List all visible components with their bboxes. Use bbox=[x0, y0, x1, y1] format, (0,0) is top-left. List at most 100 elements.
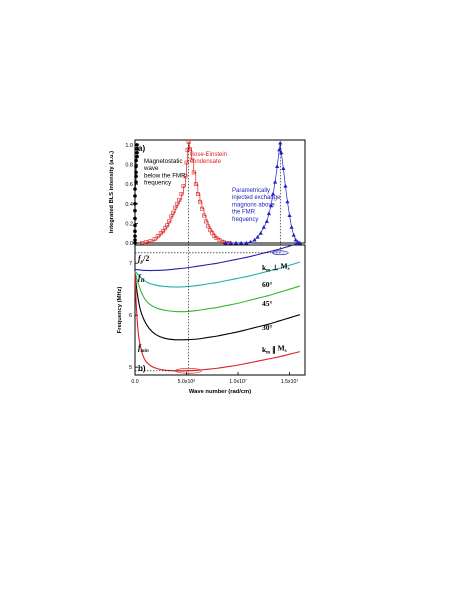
series-magnetostatic-point bbox=[135, 147, 139, 151]
panel-b-label: b) bbox=[138, 364, 146, 373]
annotation-magnetostatic-line: wave bbox=[143, 165, 159, 172]
series-condensate-point bbox=[171, 210, 176, 215]
series-condensate-point bbox=[184, 160, 189, 165]
series-magnetostatic-point bbox=[133, 238, 137, 242]
panel-a-label: a) bbox=[138, 144, 145, 153]
panel-b: b) Frequency (MHz) Wave number (rad/cm) … bbox=[117, 242, 306, 395]
curve-label-30deg: 30° bbox=[262, 323, 273, 332]
series-magnetostatic-point bbox=[133, 201, 137, 206]
series-magnetostatic-point bbox=[133, 216, 137, 221]
series-parametric-point bbox=[266, 211, 272, 216]
series-parametric-point bbox=[281, 166, 286, 170]
series-condensate-point bbox=[165, 223, 169, 228]
panel-b-xtick-label: 0.0 bbox=[131, 379, 138, 385]
series-magnetostatic-point bbox=[134, 158, 138, 163]
annotation-parametric-line: injected exchange bbox=[232, 195, 281, 201]
series-magnetostatic-point bbox=[133, 223, 137, 228]
series-condensate-point bbox=[208, 228, 213, 233]
series-magnetostatic-point bbox=[135, 150, 139, 155]
fh-label: fH bbox=[138, 273, 146, 284]
annotation-parametric-line: the FMR bbox=[232, 210, 256, 216]
series-parametric-point bbox=[252, 237, 257, 242]
series-magnetostatic-point bbox=[134, 164, 138, 169]
panel-a: a) Integrated BLS intensity (a.u.) 0.0 0.… bbox=[109, 139, 306, 247]
series-parametric-point bbox=[258, 230, 263, 235]
series-condensate-point bbox=[144, 240, 149, 244]
panel-a-ylabel: Integrated BLS intensity (a.u.) bbox=[109, 151, 115, 233]
series-parametric-point bbox=[233, 240, 239, 245]
series-condensate-point bbox=[179, 192, 184, 196]
panel-b-ytick-label: 7 bbox=[129, 261, 132, 267]
series-parametric-point bbox=[228, 240, 233, 245]
annotation-parametric-line: Parametrically bbox=[232, 188, 270, 194]
series-parametric-point bbox=[278, 140, 283, 145]
panel-a-ytick-label: 0.4 bbox=[125, 202, 133, 208]
series-condensate-point bbox=[160, 229, 165, 234]
series-parametric-point bbox=[293, 237, 298, 242]
series-condensate-point bbox=[206, 224, 211, 229]
annotation-condensate: Bose-Einstein condensate bbox=[190, 152, 227, 165]
series-parametric-point bbox=[289, 225, 294, 229]
series-parametric-point bbox=[291, 232, 296, 237]
injected-highlight-ellipse bbox=[271, 250, 289, 256]
series-90deg-line bbox=[134, 242, 301, 272]
series-45deg-line bbox=[134, 271, 301, 313]
series-parametric-point bbox=[270, 191, 276, 196]
series-condensate-point bbox=[200, 206, 204, 211]
series-parametric-line bbox=[225, 142, 300, 244]
series-parametric-point bbox=[264, 219, 269, 223]
annotation-magnetostatic-line: frequency bbox=[144, 180, 172, 187]
annotation-parametric: Parametrically injected exchange magnons a… bbox=[232, 188, 281, 223]
series-parametric-point bbox=[287, 213, 292, 218]
panel-b-xtick-label: 5.0x10⁶ bbox=[178, 379, 196, 385]
series-condensate-point bbox=[175, 201, 180, 206]
series-30deg-line bbox=[134, 273, 301, 341]
panel-a-ytick-label: 0.6 bbox=[125, 182, 133, 188]
series-parametric-point bbox=[223, 240, 228, 245]
series-condensate-point bbox=[191, 170, 196, 175]
series-condensate-point bbox=[181, 184, 186, 189]
series-condensate-point bbox=[198, 199, 202, 204]
fp-half-label: fp/2 bbox=[138, 254, 149, 265]
annotation-condensate-line: condensate bbox=[190, 159, 222, 165]
series-condensate-point bbox=[217, 238, 222, 242]
series-magnetostatic-point bbox=[135, 154, 139, 159]
series-condensate-point bbox=[169, 214, 173, 219]
series-condensate-point bbox=[204, 219, 208, 224]
series-condensate-point bbox=[177, 197, 182, 202]
series-magnetostatic-point bbox=[133, 234, 137, 238]
curve-label-60deg: 60° bbox=[262, 280, 273, 289]
annotation-condensate-line: Bose-Einstein bbox=[190, 152, 227, 158]
panel-b-xtick-label: 1.0x10⁷ bbox=[229, 379, 247, 385]
series-magnetostatic-point bbox=[134, 180, 138, 184]
series-parametric-point bbox=[268, 203, 274, 208]
series-parametric-point bbox=[248, 239, 253, 244]
series-parametric-point bbox=[275, 164, 280, 168]
series-condensate-point bbox=[162, 226, 167, 231]
series-parametric-point bbox=[244, 240, 249, 245]
panel-a-ytick-label: 1.0 bbox=[125, 143, 133, 149]
panel-a-ytick-label: 0.8 bbox=[125, 163, 133, 169]
series-condensate-point bbox=[189, 157, 194, 162]
series-condensate-point bbox=[152, 237, 157, 241]
series-condensate-point bbox=[173, 205, 178, 210]
series-condensate-point bbox=[193, 182, 198, 187]
series-magnetostatic-point bbox=[133, 208, 137, 213]
curve-label-90deg: km ⊥ Ms bbox=[262, 262, 290, 274]
series-parametric-point bbox=[261, 225, 266, 229]
series-condensate-point bbox=[214, 236, 219, 240]
series-parametric-point bbox=[255, 234, 260, 239]
series-condensate-point bbox=[155, 234, 160, 239]
panel-b-frame bbox=[134, 244, 306, 376]
series-magnetostatic-point bbox=[135, 143, 139, 147]
annotation-parametric-line: magnons above bbox=[232, 202, 275, 208]
fmin-label: fmin bbox=[138, 343, 149, 354]
series-condensate-point bbox=[212, 234, 217, 239]
series-condensate-point bbox=[186, 140, 191, 144]
series-magnetostatic-point bbox=[133, 241, 137, 245]
panel-b-xlabel: Wave number (rad/cm) bbox=[189, 389, 251, 395]
panel-a-ytick-label: 0.2 bbox=[125, 221, 133, 227]
series-condensate-point bbox=[183, 174, 188, 179]
series-0deg-line bbox=[134, 273, 300, 372]
